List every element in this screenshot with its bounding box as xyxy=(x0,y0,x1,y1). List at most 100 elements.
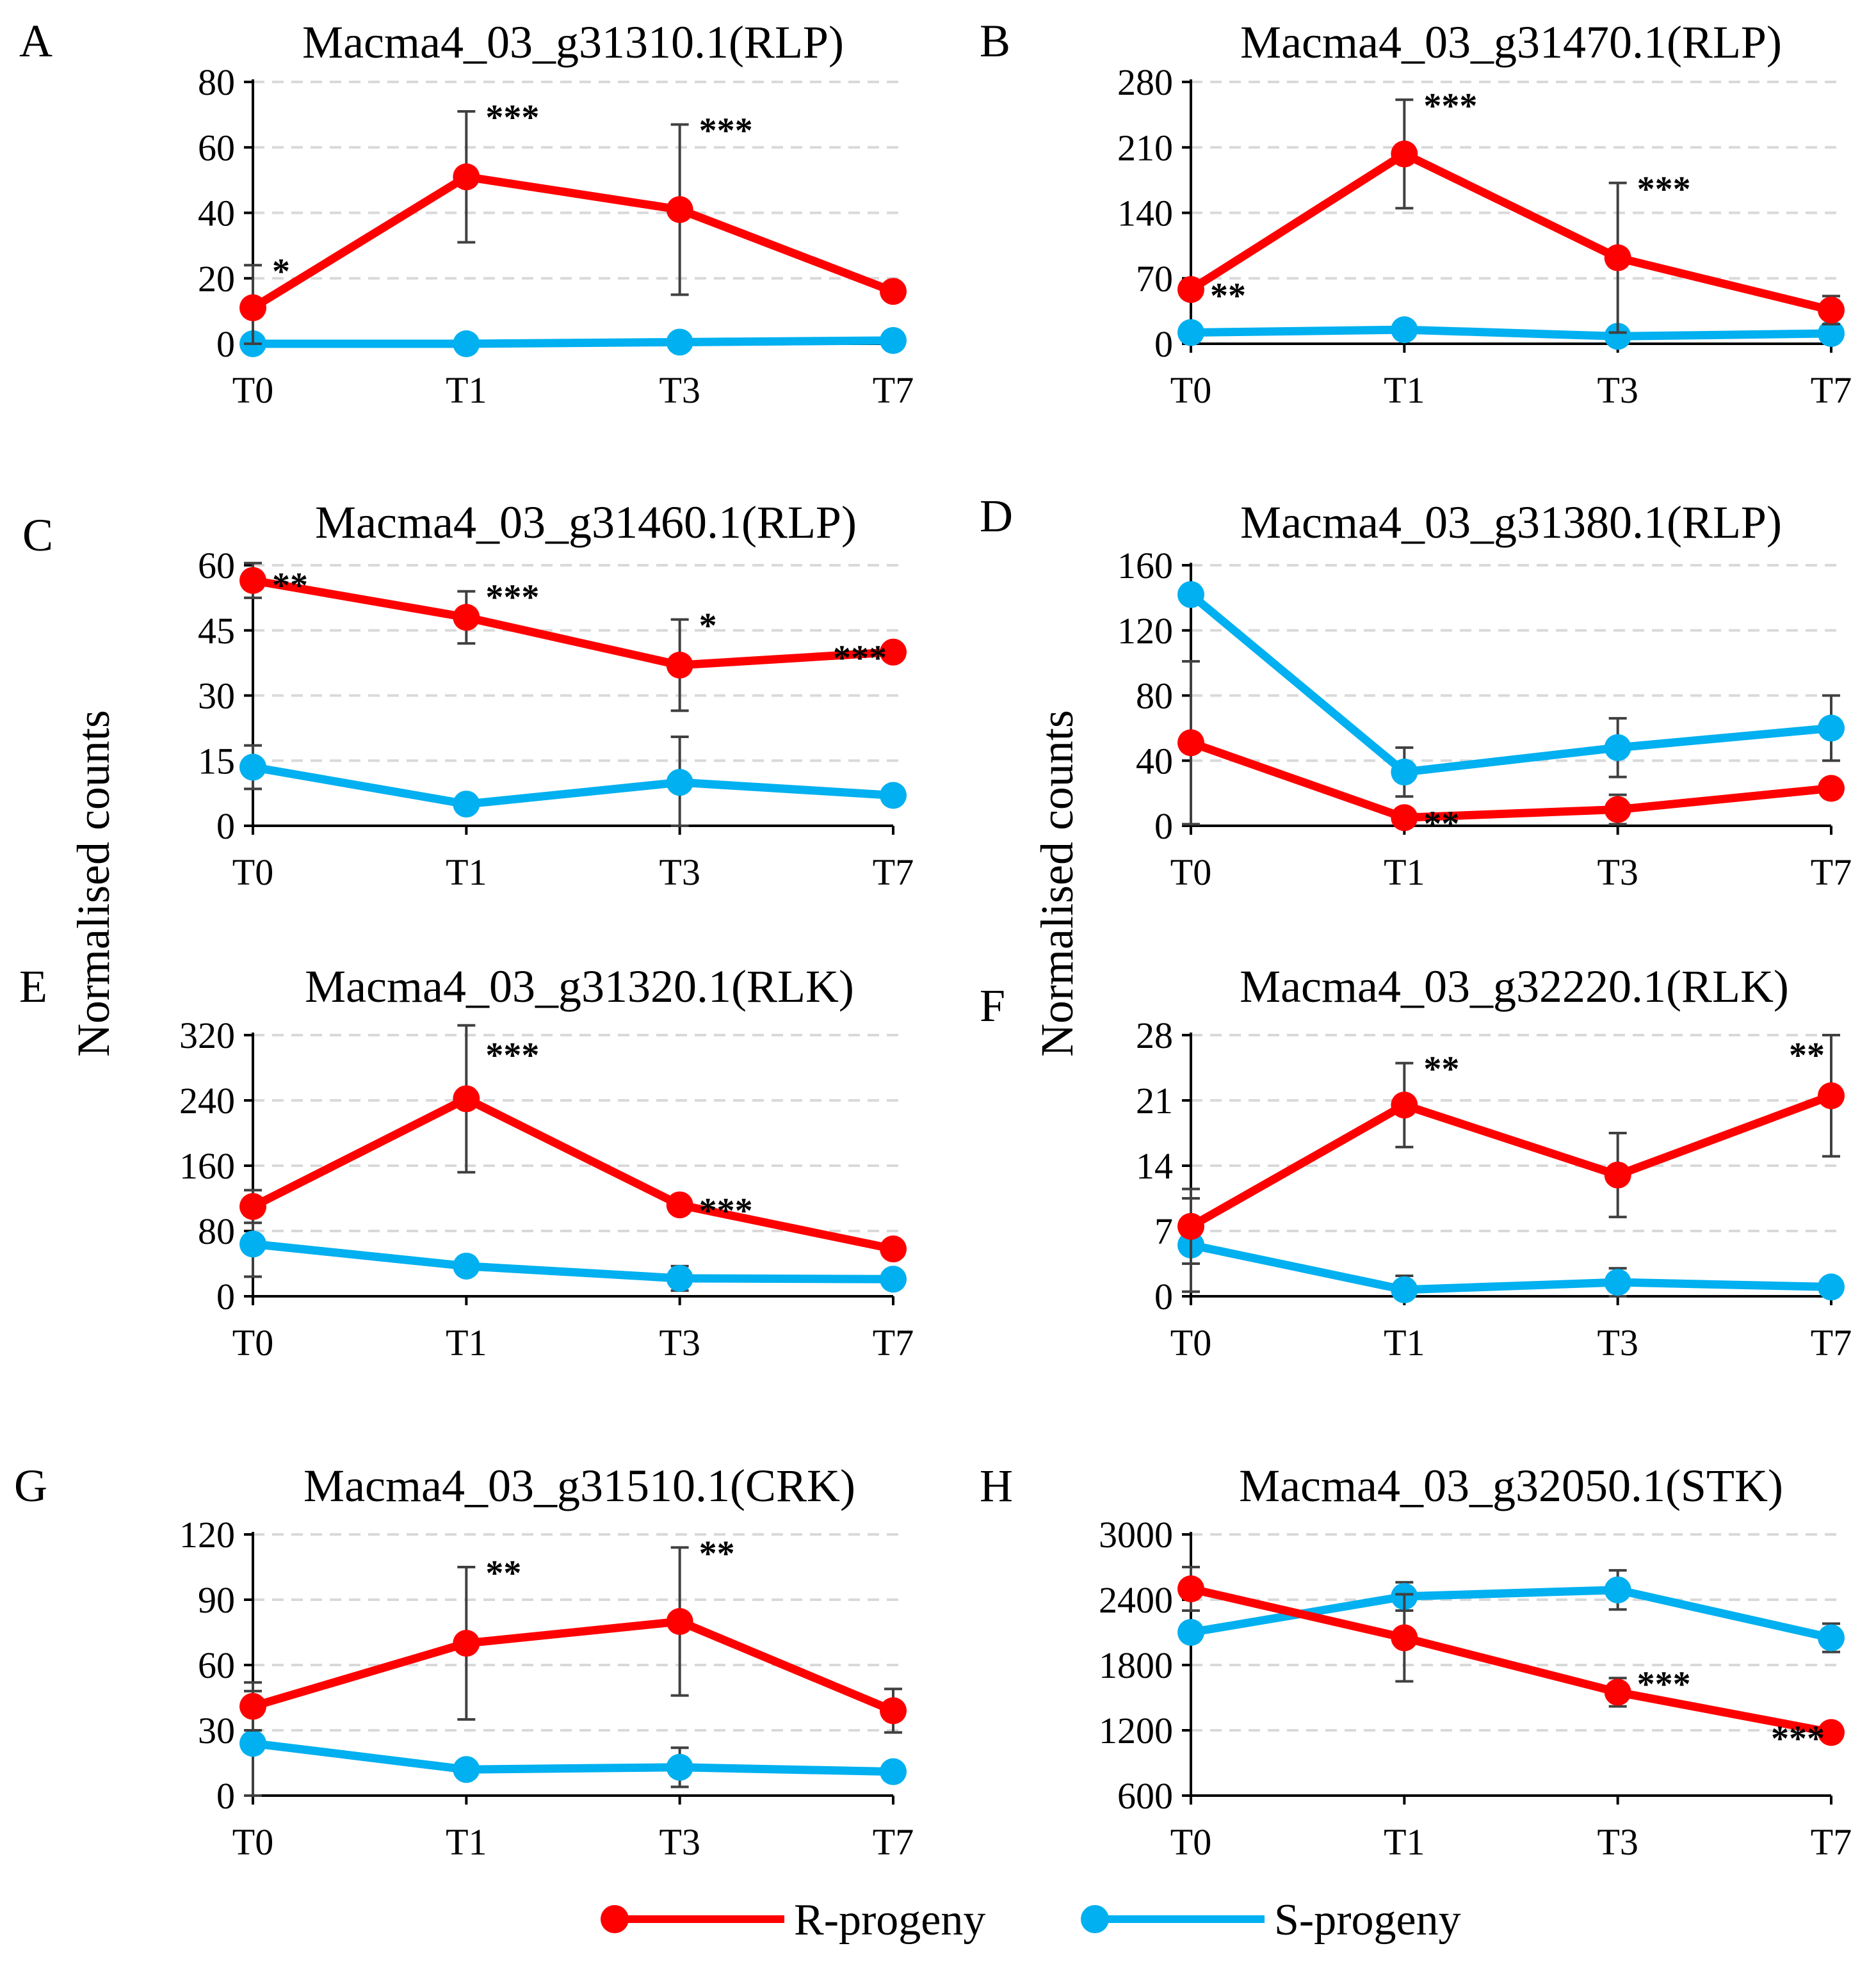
data-point xyxy=(453,1630,480,1657)
data-point xyxy=(453,330,480,357)
y-tick-label: 0 xyxy=(216,1775,235,1817)
series-line xyxy=(252,576,894,670)
panel-letter: C xyxy=(22,510,53,561)
data-point xyxy=(666,1608,693,1635)
data-point xyxy=(880,1697,907,1725)
data-point xyxy=(1818,775,1845,802)
series-line xyxy=(1188,1091,1833,1230)
y-tick-label: 0 xyxy=(216,1276,235,1317)
data-point xyxy=(1818,1624,1845,1652)
data-point xyxy=(666,769,693,796)
significance-label: *** xyxy=(1771,1719,1825,1758)
y-tick-label: 80 xyxy=(1136,675,1173,717)
data-point xyxy=(1391,804,1418,832)
data-point xyxy=(1177,729,1204,757)
x-tick-label: T0 xyxy=(1170,1821,1211,1863)
data-point xyxy=(666,196,693,223)
x-tick-label: T3 xyxy=(659,1322,700,1364)
series-R-progeny xyxy=(1177,660,1845,832)
x-tick-label: T3 xyxy=(1597,851,1638,893)
y-tick-label: 21 xyxy=(1136,1080,1173,1122)
data-point xyxy=(453,604,480,631)
legend-marker-r xyxy=(601,1905,629,1933)
significance-label: *** xyxy=(699,1191,753,1231)
legend: R-progeny S-progeny xyxy=(601,1895,1461,1945)
y-tick-label: 80 xyxy=(198,61,235,103)
series-line xyxy=(1188,591,1832,776)
data-point xyxy=(880,326,907,354)
y-tick-label: 240 xyxy=(179,1080,235,1122)
data-point xyxy=(1604,1269,1631,1296)
significance-label: *** xyxy=(1637,1664,1691,1704)
data-point xyxy=(1604,1576,1631,1604)
data-point xyxy=(453,163,480,191)
data-point xyxy=(1818,1082,1845,1109)
series-S-progeny xyxy=(1177,1197,1845,1303)
series-R-progeny xyxy=(1177,1034,1845,1265)
x-tick-label: T3 xyxy=(659,851,700,893)
y-tick-label: 15 xyxy=(198,740,235,782)
panel-B: B Macma4_03_g31470.1(RLP) 0 70 140 210 280 T0 T1… xyxy=(980,15,1852,411)
data-point xyxy=(239,567,266,594)
series-line xyxy=(1189,739,1832,822)
y-tick-label: 70 xyxy=(1136,258,1173,300)
series-line xyxy=(1190,325,1832,341)
significance-label: ** xyxy=(699,1534,735,1573)
panel-F: F Macma4_03_g32220.1(RLK) 0 7 14 21 28 T0 T1 T3 T7… xyxy=(980,961,1852,1364)
x-tick-label: T7 xyxy=(1811,1322,1852,1364)
panel-title: Macma4_03_g31380.1(RLP) xyxy=(1240,497,1782,548)
data-point xyxy=(666,652,693,679)
series-S-progeny xyxy=(1177,581,1845,798)
data-point xyxy=(1177,319,1204,346)
y-tick-label: 45 xyxy=(198,610,235,652)
panel-title: Macma4_03_g31510.1(CRK) xyxy=(303,1460,855,1511)
data-point xyxy=(666,328,693,356)
x-tick-label: T1 xyxy=(446,1322,487,1364)
x-tick-label: T0 xyxy=(232,369,273,411)
data-point xyxy=(1177,581,1204,608)
y-tick-label: 0 xyxy=(216,805,235,847)
y-tick-label: 30 xyxy=(198,1710,235,1751)
y-tick-label: 30 xyxy=(198,675,235,717)
x-tick-label: T0 xyxy=(1170,1322,1211,1364)
data-point xyxy=(1391,316,1418,344)
x-tick-label: T1 xyxy=(446,1821,487,1863)
data-point xyxy=(666,1753,693,1781)
y-tick-label: 2400 xyxy=(1099,1579,1173,1621)
y-tick-label: 40 xyxy=(1136,740,1173,782)
x-tick-label: T3 xyxy=(1597,1821,1638,1863)
data-point xyxy=(1177,276,1204,303)
x-tick-label: T7 xyxy=(873,369,914,411)
y-tick-label: 210 xyxy=(1117,127,1173,168)
significance-label: *** xyxy=(485,98,539,138)
series-line xyxy=(1188,149,1832,314)
data-point xyxy=(880,1758,907,1785)
x-tick-label: T7 xyxy=(873,1322,914,1364)
x-tick-label: T1 xyxy=(446,369,487,411)
series-line xyxy=(252,1239,894,1283)
y-tick-label: 0 xyxy=(216,323,235,365)
panel-letter: D xyxy=(980,490,1013,542)
panel-A: A Macma4_03_g31310.1(RLP) 0 20 40 60 80 T0 T1 T3 T… xyxy=(19,15,914,411)
x-tick-label: T3 xyxy=(1597,1322,1638,1364)
panel-title: Macma4_03_g32220.1(RLK) xyxy=(1240,961,1789,1012)
x-tick-label: T3 xyxy=(659,1821,700,1863)
series-S-progeny xyxy=(239,1689,907,1797)
y-tick-label: 280 xyxy=(1117,61,1173,103)
y-tick-label: 3000 xyxy=(1099,1514,1173,1556)
series-R-progeny xyxy=(239,561,907,712)
data-point xyxy=(1818,1273,1845,1301)
data-point xyxy=(1177,1212,1204,1240)
y-tick-label: 1200 xyxy=(1099,1710,1173,1751)
panel-title: Macma4_03_g31310.1(RLP) xyxy=(302,17,844,68)
data-point xyxy=(1604,244,1631,271)
data-point xyxy=(880,278,907,305)
y-tick-label: 320 xyxy=(179,1015,235,1056)
panel-letter: G xyxy=(14,1460,47,1511)
significance-label: ** xyxy=(1423,1050,1459,1090)
y-tick-label: 0 xyxy=(1154,1276,1173,1317)
panel-C: C Macma4_03_g31460.1(RLP) 0 15 30 45 60 T0 T1 T3 T… xyxy=(22,497,914,893)
data-point xyxy=(239,1193,266,1220)
significance-label: ** xyxy=(1210,276,1246,316)
data-point xyxy=(239,1693,266,1720)
